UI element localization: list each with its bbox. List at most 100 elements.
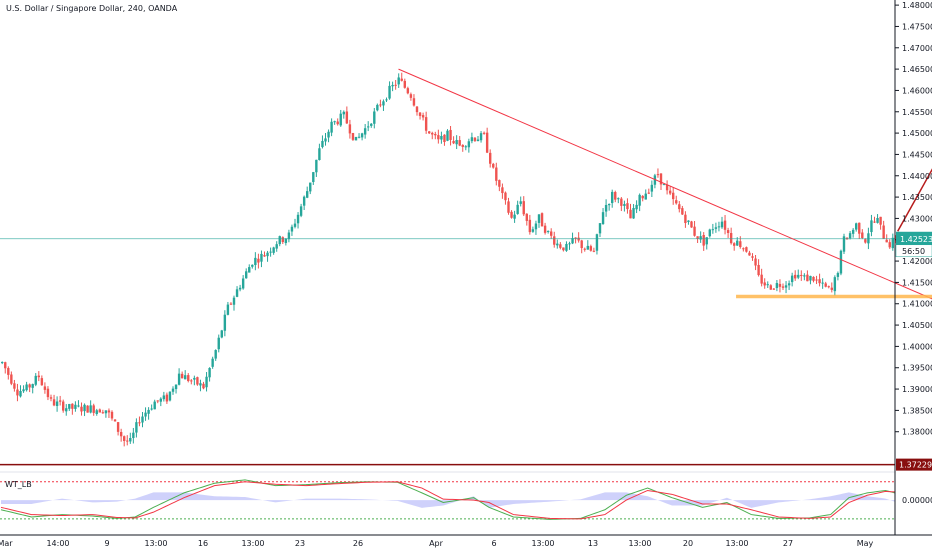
time-tick-label: 13:00 xyxy=(725,539,748,548)
candle-body xyxy=(745,247,748,252)
candle-body xyxy=(418,112,422,116)
candle-body xyxy=(318,148,321,161)
price-tick-label: 1.46500 xyxy=(902,65,932,74)
candle-body xyxy=(614,192,617,200)
candle-body xyxy=(553,236,556,245)
candle-body xyxy=(598,223,602,234)
candle-body xyxy=(873,221,876,223)
candle-body xyxy=(104,410,108,414)
time-tick-label: 13:00 xyxy=(144,539,167,548)
candle-body xyxy=(574,237,577,239)
candle-body xyxy=(693,226,696,236)
candle-body xyxy=(839,250,843,274)
candle-body xyxy=(55,401,59,406)
candle-body xyxy=(479,133,483,141)
price-axis[interactable]: 1.48000 1.47500 1.47000 1.46500 1.46000 1.455… xyxy=(894,0,932,535)
candle-body xyxy=(205,376,208,388)
candle-body xyxy=(812,276,815,281)
time-tick-label: 14:00 xyxy=(46,539,69,548)
candle-body xyxy=(809,275,812,281)
candle-body xyxy=(546,230,550,232)
candle-body xyxy=(556,243,559,246)
candle-body xyxy=(723,220,727,230)
indicator-pane[interactable] xyxy=(0,471,895,520)
candle-body xyxy=(397,77,400,85)
candle-body xyxy=(263,255,266,257)
candle-body xyxy=(540,213,544,227)
candle-body xyxy=(58,400,62,402)
price-tick-label: 1.42000 xyxy=(902,257,932,266)
candle-body xyxy=(138,422,141,424)
time-tick-label: May xyxy=(857,539,874,548)
candle-body xyxy=(208,367,211,378)
candle-body xyxy=(217,337,220,350)
candle-body xyxy=(220,330,223,338)
candle-body xyxy=(665,184,669,191)
candle-body xyxy=(589,246,593,251)
candle-body xyxy=(19,391,22,397)
candle-body xyxy=(876,218,879,223)
candle-body xyxy=(376,104,379,111)
time-tick-label: 13:00 xyxy=(241,539,264,548)
candle-body xyxy=(848,233,852,239)
price-tick-label: 1.45000 xyxy=(902,129,932,138)
last-price-label: 1.42523 xyxy=(900,235,932,244)
candle-body xyxy=(638,194,641,206)
candle-body xyxy=(211,358,214,367)
time-axis[interactable]: Mar 14:00 9 13:00 16 13:00 23 26 Apr 6 13:00 13 13:0… xyxy=(0,534,932,548)
candle-body xyxy=(830,287,833,290)
candle-body xyxy=(68,403,71,409)
price-pane[interactable] xyxy=(0,68,932,466)
candle-body xyxy=(891,237,894,249)
candle-body xyxy=(129,438,132,442)
candle-body xyxy=(123,436,126,441)
candle-body xyxy=(888,242,891,248)
candle-body xyxy=(116,422,120,432)
wt1-line xyxy=(0,479,895,520)
candle-body xyxy=(678,204,681,210)
candle-body xyxy=(245,271,248,279)
candle-body xyxy=(729,232,733,244)
candle-body xyxy=(784,285,788,288)
candle-body xyxy=(641,195,644,199)
candle-body xyxy=(415,106,419,113)
arrow-shaft xyxy=(897,168,932,232)
candle-body xyxy=(241,278,245,289)
candle-body xyxy=(696,236,699,239)
candle-body xyxy=(586,245,589,250)
candle-body xyxy=(226,304,230,315)
candle-body xyxy=(705,237,708,245)
time-tick-label: 6 xyxy=(491,539,496,548)
candle-body xyxy=(132,432,135,439)
candle-body xyxy=(190,380,193,382)
candle-body xyxy=(373,111,376,124)
candle-body xyxy=(528,219,532,233)
candle-body xyxy=(851,229,855,234)
candle-body xyxy=(861,232,864,239)
candle-body xyxy=(95,410,98,415)
candle-body xyxy=(833,277,837,292)
candle-body xyxy=(623,204,626,206)
candle-body xyxy=(769,285,772,290)
candle-body xyxy=(714,227,718,229)
price-tick-label: 1.44500 xyxy=(902,150,932,159)
candle-body xyxy=(339,113,342,126)
price-tick-label: 1.40500 xyxy=(902,321,932,330)
candle-body xyxy=(800,274,803,276)
candle-body xyxy=(382,101,385,106)
candle-body xyxy=(141,416,144,423)
candle-body xyxy=(77,405,80,407)
candle-body xyxy=(275,244,278,249)
candle-body xyxy=(363,128,367,135)
candle-body xyxy=(248,267,251,273)
candle-body xyxy=(40,378,44,386)
candle-body xyxy=(473,137,477,141)
candle-body xyxy=(360,133,364,138)
price-tick-label: 1.39500 xyxy=(902,364,932,373)
candle-body xyxy=(10,374,13,384)
candle-body xyxy=(379,104,382,106)
candle-body xyxy=(28,384,31,388)
candle-body xyxy=(223,314,227,331)
candle-body xyxy=(559,244,562,248)
